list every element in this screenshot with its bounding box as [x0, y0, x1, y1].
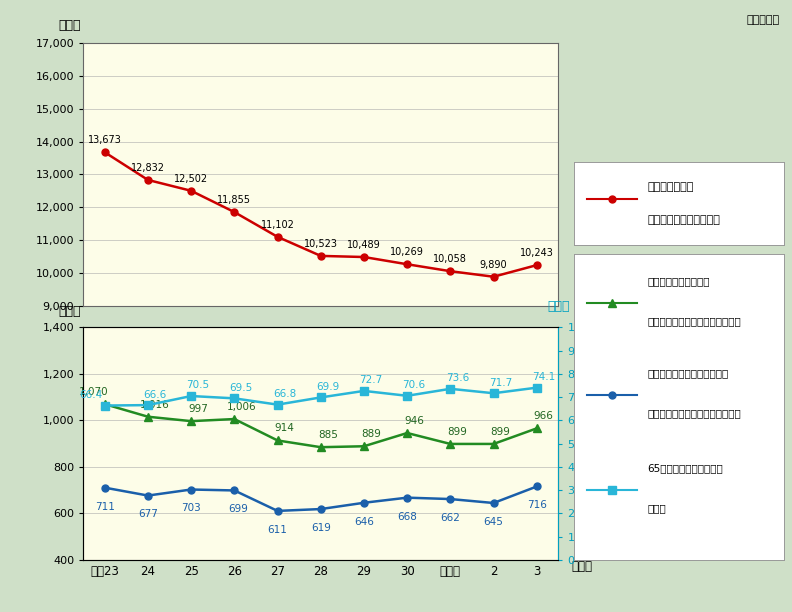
Text: 70.6: 70.6: [402, 380, 425, 390]
Text: 71.7: 71.7: [489, 378, 512, 387]
Text: 646: 646: [354, 517, 374, 527]
Text: 11,855: 11,855: [217, 195, 251, 205]
Text: 662: 662: [440, 513, 460, 523]
Text: 10,058: 10,058: [433, 254, 467, 264]
Text: （人）: （人）: [59, 305, 81, 318]
Text: （放火を除く。）（件）: （放火を除く。）（件）: [648, 215, 721, 225]
Text: 677: 677: [138, 509, 158, 520]
Text: 66.8: 66.8: [273, 389, 296, 399]
Text: 住宅火災の件数: 住宅火災の件数: [648, 182, 694, 192]
Text: 69.9: 69.9: [316, 382, 339, 392]
Text: 1,006: 1,006: [227, 402, 256, 412]
Text: 711: 711: [95, 502, 115, 512]
Text: （各年中）: （各年中）: [747, 15, 780, 25]
Text: 66.4: 66.4: [79, 390, 102, 400]
Text: 1,070: 1,070: [79, 387, 109, 397]
Text: 11,102: 11,102: [261, 220, 295, 230]
Text: 70.5: 70.5: [187, 381, 210, 390]
Text: 946: 946: [404, 416, 424, 426]
Text: 10,269: 10,269: [390, 247, 424, 257]
Text: 10,523: 10,523: [304, 239, 337, 249]
Text: （放火自殺者等を除く。）（人）: （放火自殺者等を除く。）（人）: [648, 408, 741, 418]
Text: 住宅火災による高齢者死者数: 住宅火災による高齢者死者数: [648, 368, 729, 378]
Text: 住宅火災による死者数: 住宅火災による死者数: [648, 277, 710, 286]
Text: 703: 703: [181, 504, 201, 513]
Text: 716: 716: [527, 501, 546, 510]
Text: （％）: （％）: [547, 300, 569, 313]
Text: 619: 619: [310, 523, 331, 533]
Text: 899: 899: [447, 427, 467, 437]
Text: 10,243: 10,243: [520, 248, 554, 258]
Text: （％）: （％）: [648, 503, 666, 513]
Text: （放火自殺者等を除く。）（人）: （放火自殺者等を除く。）（人）: [648, 316, 741, 326]
Text: 1,016: 1,016: [140, 400, 169, 410]
Text: 997: 997: [188, 404, 208, 414]
Text: 74.1: 74.1: [532, 372, 555, 382]
Text: 611: 611: [268, 525, 287, 535]
Text: 889: 889: [361, 429, 381, 439]
Text: 66.6: 66.6: [143, 390, 166, 400]
Text: 72.7: 72.7: [360, 375, 383, 386]
Text: 65歳以上の高齢者の割合: 65歳以上の高齢者の割合: [648, 463, 723, 473]
Text: 73.6: 73.6: [446, 373, 469, 383]
Text: 645: 645: [484, 517, 504, 527]
Text: 899: 899: [490, 427, 510, 437]
Text: 12,502: 12,502: [174, 174, 208, 184]
Text: 12,832: 12,832: [131, 163, 165, 173]
Text: 9,890: 9,890: [480, 259, 508, 270]
Text: 69.5: 69.5: [230, 382, 253, 393]
Text: （年）: （年）: [571, 560, 592, 573]
Text: （件）: （件）: [59, 20, 81, 32]
Text: 668: 668: [398, 512, 417, 521]
Text: 885: 885: [318, 430, 337, 440]
Text: 914: 914: [275, 424, 295, 433]
Text: 10,489: 10,489: [347, 240, 381, 250]
Text: 699: 699: [229, 504, 249, 514]
Text: 966: 966: [534, 411, 554, 422]
Text: 13,673: 13,673: [88, 135, 122, 145]
